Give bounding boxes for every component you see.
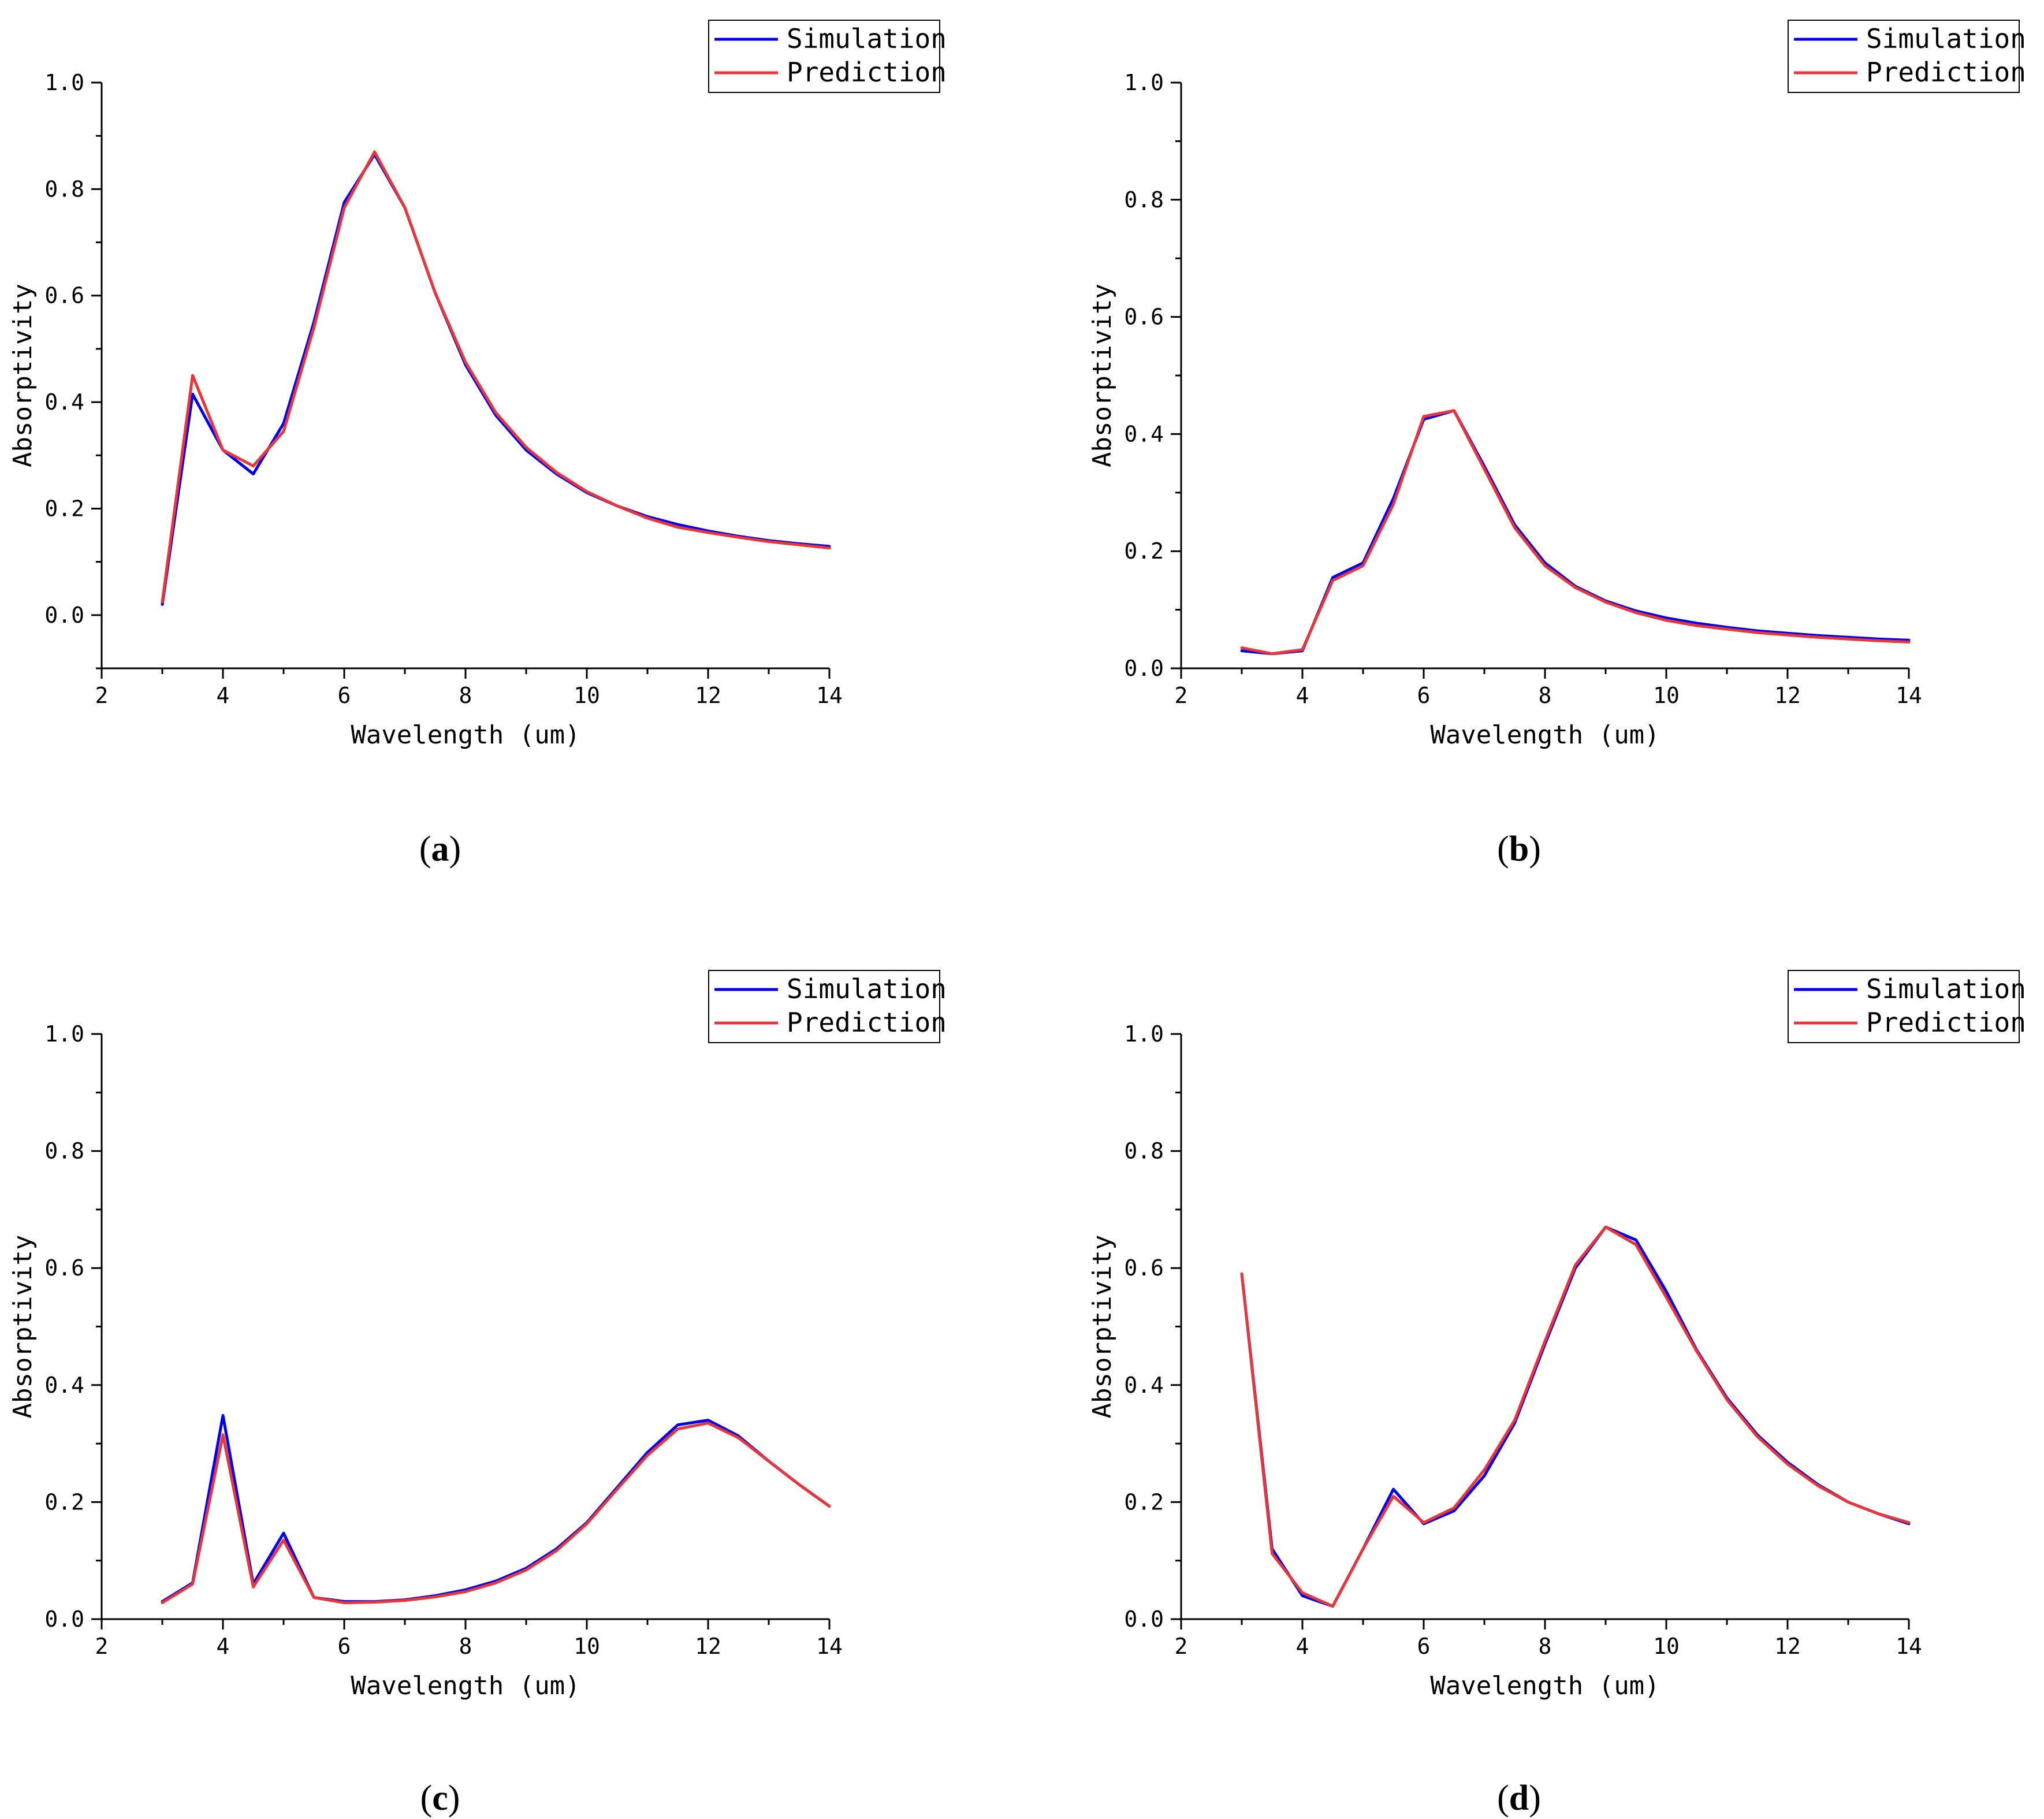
x-tick-label: 10 bbox=[1653, 683, 1680, 708]
x-tick-label: 8 bbox=[1539, 1634, 1552, 1659]
x-tick-label: 12 bbox=[1774, 683, 1801, 708]
x-tick-label: 2 bbox=[1175, 1634, 1188, 1659]
x-tick-label: 14 bbox=[1896, 683, 1922, 708]
panel-caption-letter: a bbox=[431, 829, 449, 869]
x-tick-label: 6 bbox=[1417, 683, 1431, 708]
x-axis-title: Wavelength (um) bbox=[1430, 720, 1659, 750]
y-axis-title: Absorptivity bbox=[8, 1235, 38, 1419]
panel-caption-letter: d bbox=[1509, 1779, 1529, 1818]
y-tick-label: 0.8 bbox=[44, 1139, 84, 1164]
series-line-simulation bbox=[1240, 409, 1911, 656]
x-tick-label: 6 bbox=[338, 1634, 351, 1659]
x-tick-label: 10 bbox=[574, 1634, 600, 1659]
y-tick-label: 0.8 bbox=[1124, 187, 1164, 213]
x-tick-label: 6 bbox=[338, 683, 351, 708]
x-tick-label: 8 bbox=[1539, 683, 1552, 708]
y-tick-label: 1.0 bbox=[44, 70, 84, 95]
y-tick-label: 0.4 bbox=[1124, 421, 1164, 447]
y-tick-label: 0.0 bbox=[1124, 656, 1164, 681]
panel-caption-letter: c bbox=[432, 1779, 448, 1818]
chart-panel-d: 2 4 6 8 10 12 14 0.0 0.2 0.4 0.6 0.8 1.0 Wavelength (… bbox=[1088, 970, 2026, 1818]
x-tick-label: 12 bbox=[695, 683, 721, 708]
panel-caption-letter: b bbox=[1509, 829, 1529, 869]
x-tick-label: 10 bbox=[1653, 1634, 1680, 1659]
x-axis-title: Wavelength (um) bbox=[351, 1671, 580, 1701]
y-tick-label: 0.4 bbox=[44, 389, 84, 415]
legend-box bbox=[708, 970, 940, 1043]
series-line-prediction bbox=[161, 150, 831, 604]
series-line-prediction bbox=[161, 1422, 831, 1605]
panel-caption: (c) bbox=[420, 1779, 460, 1818]
legend-box bbox=[1788, 970, 2020, 1043]
y-tick-label: 0.6 bbox=[1124, 304, 1164, 330]
legend-label-simulation: Simulation bbox=[1866, 973, 2026, 1005]
x-tick-label: 2 bbox=[1175, 683, 1188, 708]
x-axis-title: Wavelength (um) bbox=[351, 720, 580, 750]
x-tick-label: 4 bbox=[217, 683, 230, 708]
chart-panel-a: 2 4 6 8 10 12 14 0.0 0.2 0.4 0.6 0.8 1.0 Wavelength (… bbox=[8, 20, 947, 869]
y-tick-label: 0.8 bbox=[1124, 1139, 1164, 1164]
legend-label-prediction: Prediction bbox=[787, 57, 947, 88]
series-line-prediction bbox=[1240, 1225, 1911, 1608]
y-tick-label: 0.2 bbox=[44, 1489, 84, 1515]
x-tick-label: 12 bbox=[695, 1634, 721, 1659]
y-tick-label: 0.8 bbox=[44, 176, 84, 202]
y-tick-label: 0.0 bbox=[44, 1606, 84, 1632]
series-line-prediction bbox=[1240, 409, 1911, 656]
x-tick-label: 14 bbox=[1896, 1634, 1922, 1659]
x-tick-label: 14 bbox=[816, 1634, 843, 1659]
y-tick-label: 0.6 bbox=[44, 283, 84, 308]
legend-box bbox=[1788, 20, 2020, 93]
y-tick-label: 0.4 bbox=[1124, 1372, 1164, 1398]
chart-panel-c: 2 4 6 8 10 12 14 0.0 0.2 0.4 0.6 0.8 1.0 Wavelength (… bbox=[8, 970, 947, 1818]
x-tick-label: 4 bbox=[1296, 683, 1309, 708]
x-tick-label: 10 bbox=[574, 683, 600, 708]
y-axis-title: Absorptivity bbox=[1088, 284, 1117, 467]
y-axis-title: Absorptivity bbox=[1088, 1235, 1117, 1419]
y-tick-label: 1.0 bbox=[44, 1021, 84, 1047]
legend-label-simulation: Simulation bbox=[787, 23, 947, 54]
legend-label-prediction: Prediction bbox=[1866, 57, 2026, 88]
x-axis-title: Wavelength (um) bbox=[1430, 1671, 1659, 1701]
y-tick-label: 0.2 bbox=[44, 496, 84, 521]
y-tick-label: 1.0 bbox=[1124, 70, 1164, 95]
y-tick-label: 0.2 bbox=[1124, 538, 1164, 564]
panel-caption: (a) bbox=[419, 829, 461, 869]
y-tick-label: 0.0 bbox=[44, 602, 84, 628]
series-line-simulation bbox=[1240, 1225, 1911, 1608]
y-axis-title: Absorptivity bbox=[8, 284, 38, 467]
x-tick-label: 6 bbox=[1417, 1634, 1431, 1659]
chart-panel-b: 2 4 6 8 10 12 14 0.0 0.2 0.4 0.6 0.8 1.0 Wavelength (… bbox=[1088, 20, 2026, 869]
x-tick-label: 4 bbox=[1296, 1634, 1309, 1659]
legend-box bbox=[708, 20, 940, 93]
legend-label-prediction: Prediction bbox=[1866, 1007, 2026, 1038]
y-tick-label: 1.0 bbox=[1124, 1021, 1164, 1047]
panel-caption: (b) bbox=[1497, 829, 1541, 869]
x-tick-label: 4 bbox=[217, 1634, 230, 1659]
legend-label-simulation: Simulation bbox=[787, 973, 947, 1005]
legend-label-prediction: Prediction bbox=[787, 1007, 947, 1038]
x-tick-label: 2 bbox=[95, 1634, 109, 1659]
series-line-simulation bbox=[161, 1414, 831, 1604]
x-tick-label: 12 bbox=[1774, 1634, 1801, 1659]
x-tick-label: 14 bbox=[816, 683, 843, 708]
y-tick-label: 0.2 bbox=[1124, 1489, 1164, 1515]
y-tick-label: 0.6 bbox=[1124, 1255, 1164, 1281]
y-tick-label: 0.0 bbox=[1124, 1606, 1164, 1632]
x-tick-label: 2 bbox=[95, 683, 109, 708]
legend-label-simulation: Simulation bbox=[1866, 23, 2026, 54]
x-tick-label: 8 bbox=[459, 683, 472, 708]
panel-caption: (d) bbox=[1497, 1779, 1541, 1818]
x-tick-label: 8 bbox=[459, 1634, 472, 1659]
y-tick-label: 0.6 bbox=[44, 1255, 84, 1281]
y-tick-label: 0.4 bbox=[44, 1372, 84, 1398]
